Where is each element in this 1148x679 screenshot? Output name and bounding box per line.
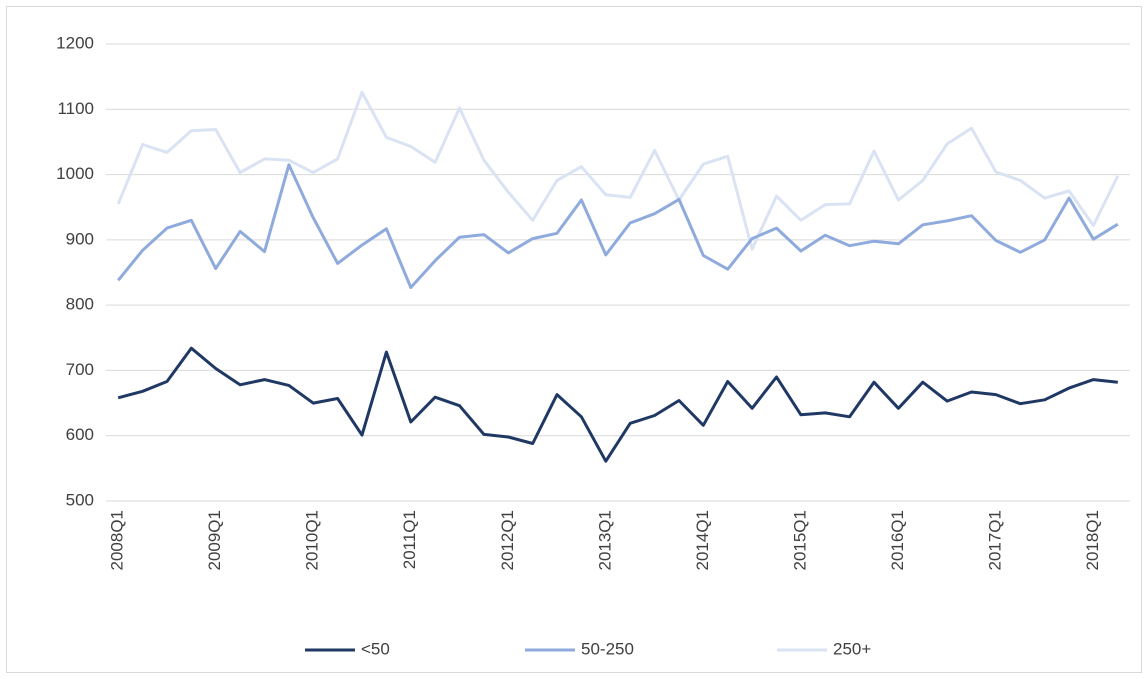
y-tick-label: 1200 xyxy=(56,33,94,52)
x-tick-label: 2009Q1 xyxy=(205,510,224,571)
series-line xyxy=(117,346,1118,463)
y-tick-label: 800 xyxy=(66,295,94,314)
y-tick-label: 500 xyxy=(66,490,94,509)
x-tick-label: 2014Q1 xyxy=(693,510,712,571)
x-tick-label: 2018Q1 xyxy=(1083,510,1102,571)
x-tick-label: 2008Q1 xyxy=(108,510,127,571)
legend-label: 250+ xyxy=(833,639,871,658)
series-line xyxy=(116,90,1120,251)
x-tick-label: 2013Q1 xyxy=(595,510,614,571)
y-tick-label: 1100 xyxy=(57,99,94,118)
x-tick-label: 2017Q1 xyxy=(985,510,1004,571)
x-tick-label: 2012Q1 xyxy=(498,510,517,571)
x-tick-label: 2011Q1 xyxy=(400,510,419,569)
legend-label: 50-250 xyxy=(581,639,634,658)
y-tick-label: 600 xyxy=(66,425,94,444)
x-tick-label: 2015Q1 xyxy=(790,510,809,571)
y-tick-label: 1000 xyxy=(56,164,94,183)
x-tick-label: 2010Q1 xyxy=(303,510,322,571)
legend-label: <50 xyxy=(361,639,390,658)
y-tick-label: 700 xyxy=(66,360,94,379)
chart-border xyxy=(6,6,1142,673)
x-tick-label: 2016Q1 xyxy=(888,510,907,571)
series-line xyxy=(117,163,1119,289)
y-tick-label: 900 xyxy=(66,229,94,248)
